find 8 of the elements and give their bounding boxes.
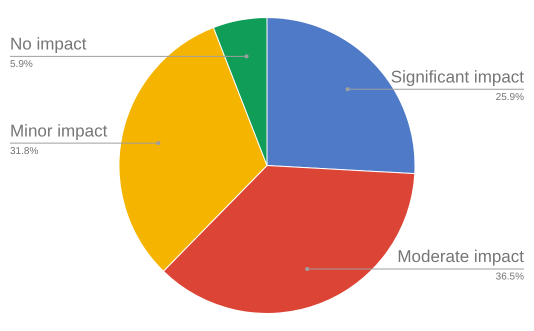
- data-label: 5.9%: [10, 59, 33, 70]
- slice-label: Significant impact: [390, 67, 524, 86]
- data-label: 36.5%: [496, 272, 524, 283]
- slice-label: Moderate impact: [397, 247, 524, 266]
- slice-label: Minor impact: [10, 121, 108, 140]
- data-label: 25.9%: [496, 92, 524, 103]
- slice-label: No impact: [10, 34, 87, 54]
- data-label: 31.8%: [10, 146, 38, 157]
